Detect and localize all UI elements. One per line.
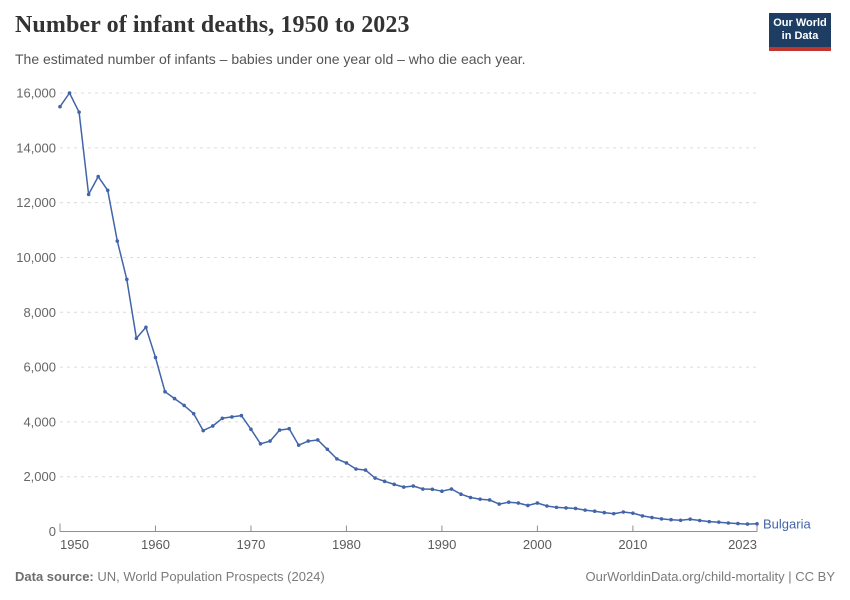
page-title: Number of infant deaths, 1950 to 2023 [15,12,410,38]
chart-footer: Data source: UN, World Population Prospe… [15,569,835,584]
x-axis: 1950 1960 1970 1980 1990 2000 2010 2023 [59,523,758,552]
y-tick-label: 12,000 [16,195,56,210]
y-tick-label: 8,000 [23,305,56,320]
y-tick-label: 6,000 [23,360,56,375]
y-tick-label: 10,000 [16,250,56,265]
data-source-label: Data source: [15,569,94,584]
y-tick-label: 2,000 [23,469,56,484]
credit-note: OurWorldinData.org/child-mortality | CC … [585,569,835,584]
x-tick-label: 1980 [332,537,361,552]
y-gridlines [60,92,757,478]
x-tick-label: 1950 [60,537,89,552]
data-source-text: UN, World Population Prospects (2024) [93,569,325,584]
owid-logo-line2: in Data [781,30,819,42]
x-tick-label: 1990 [427,537,456,552]
y-tick-label: 0 [49,524,56,539]
y-tick-label: 4,000 [23,414,56,429]
entity-label[interactable]: Bulgaria [763,516,811,531]
license-text: | CC BY [784,569,835,584]
owid-logo-line1: Our World [773,17,827,29]
x-tick-label: 1970 [236,537,265,552]
x-tick-label: 2023 [728,537,757,552]
series-line[interactable] [59,92,758,525]
x-tick-label: 2000 [523,537,552,552]
data-source-note: Data source: UN, World Population Prospe… [15,569,325,584]
y-tick-label: 16,000 [16,86,56,101]
y-axis-labels: 0 2,000 4,000 6,000 8,000 10,000 12,000 14,000 1… [16,86,56,540]
series-markers [58,91,759,526]
x-tick-label: 1960 [141,537,170,552]
owid-logo[interactable]: Our World in Data [769,13,831,51]
x-tick-label: 2010 [618,537,647,552]
chart-subtitle: The estimated number of infants – babies… [15,51,526,67]
y-tick-label: 14,000 [16,140,56,155]
owid-link[interactable]: OurWorldinData.org/child-mortality [585,569,785,584]
